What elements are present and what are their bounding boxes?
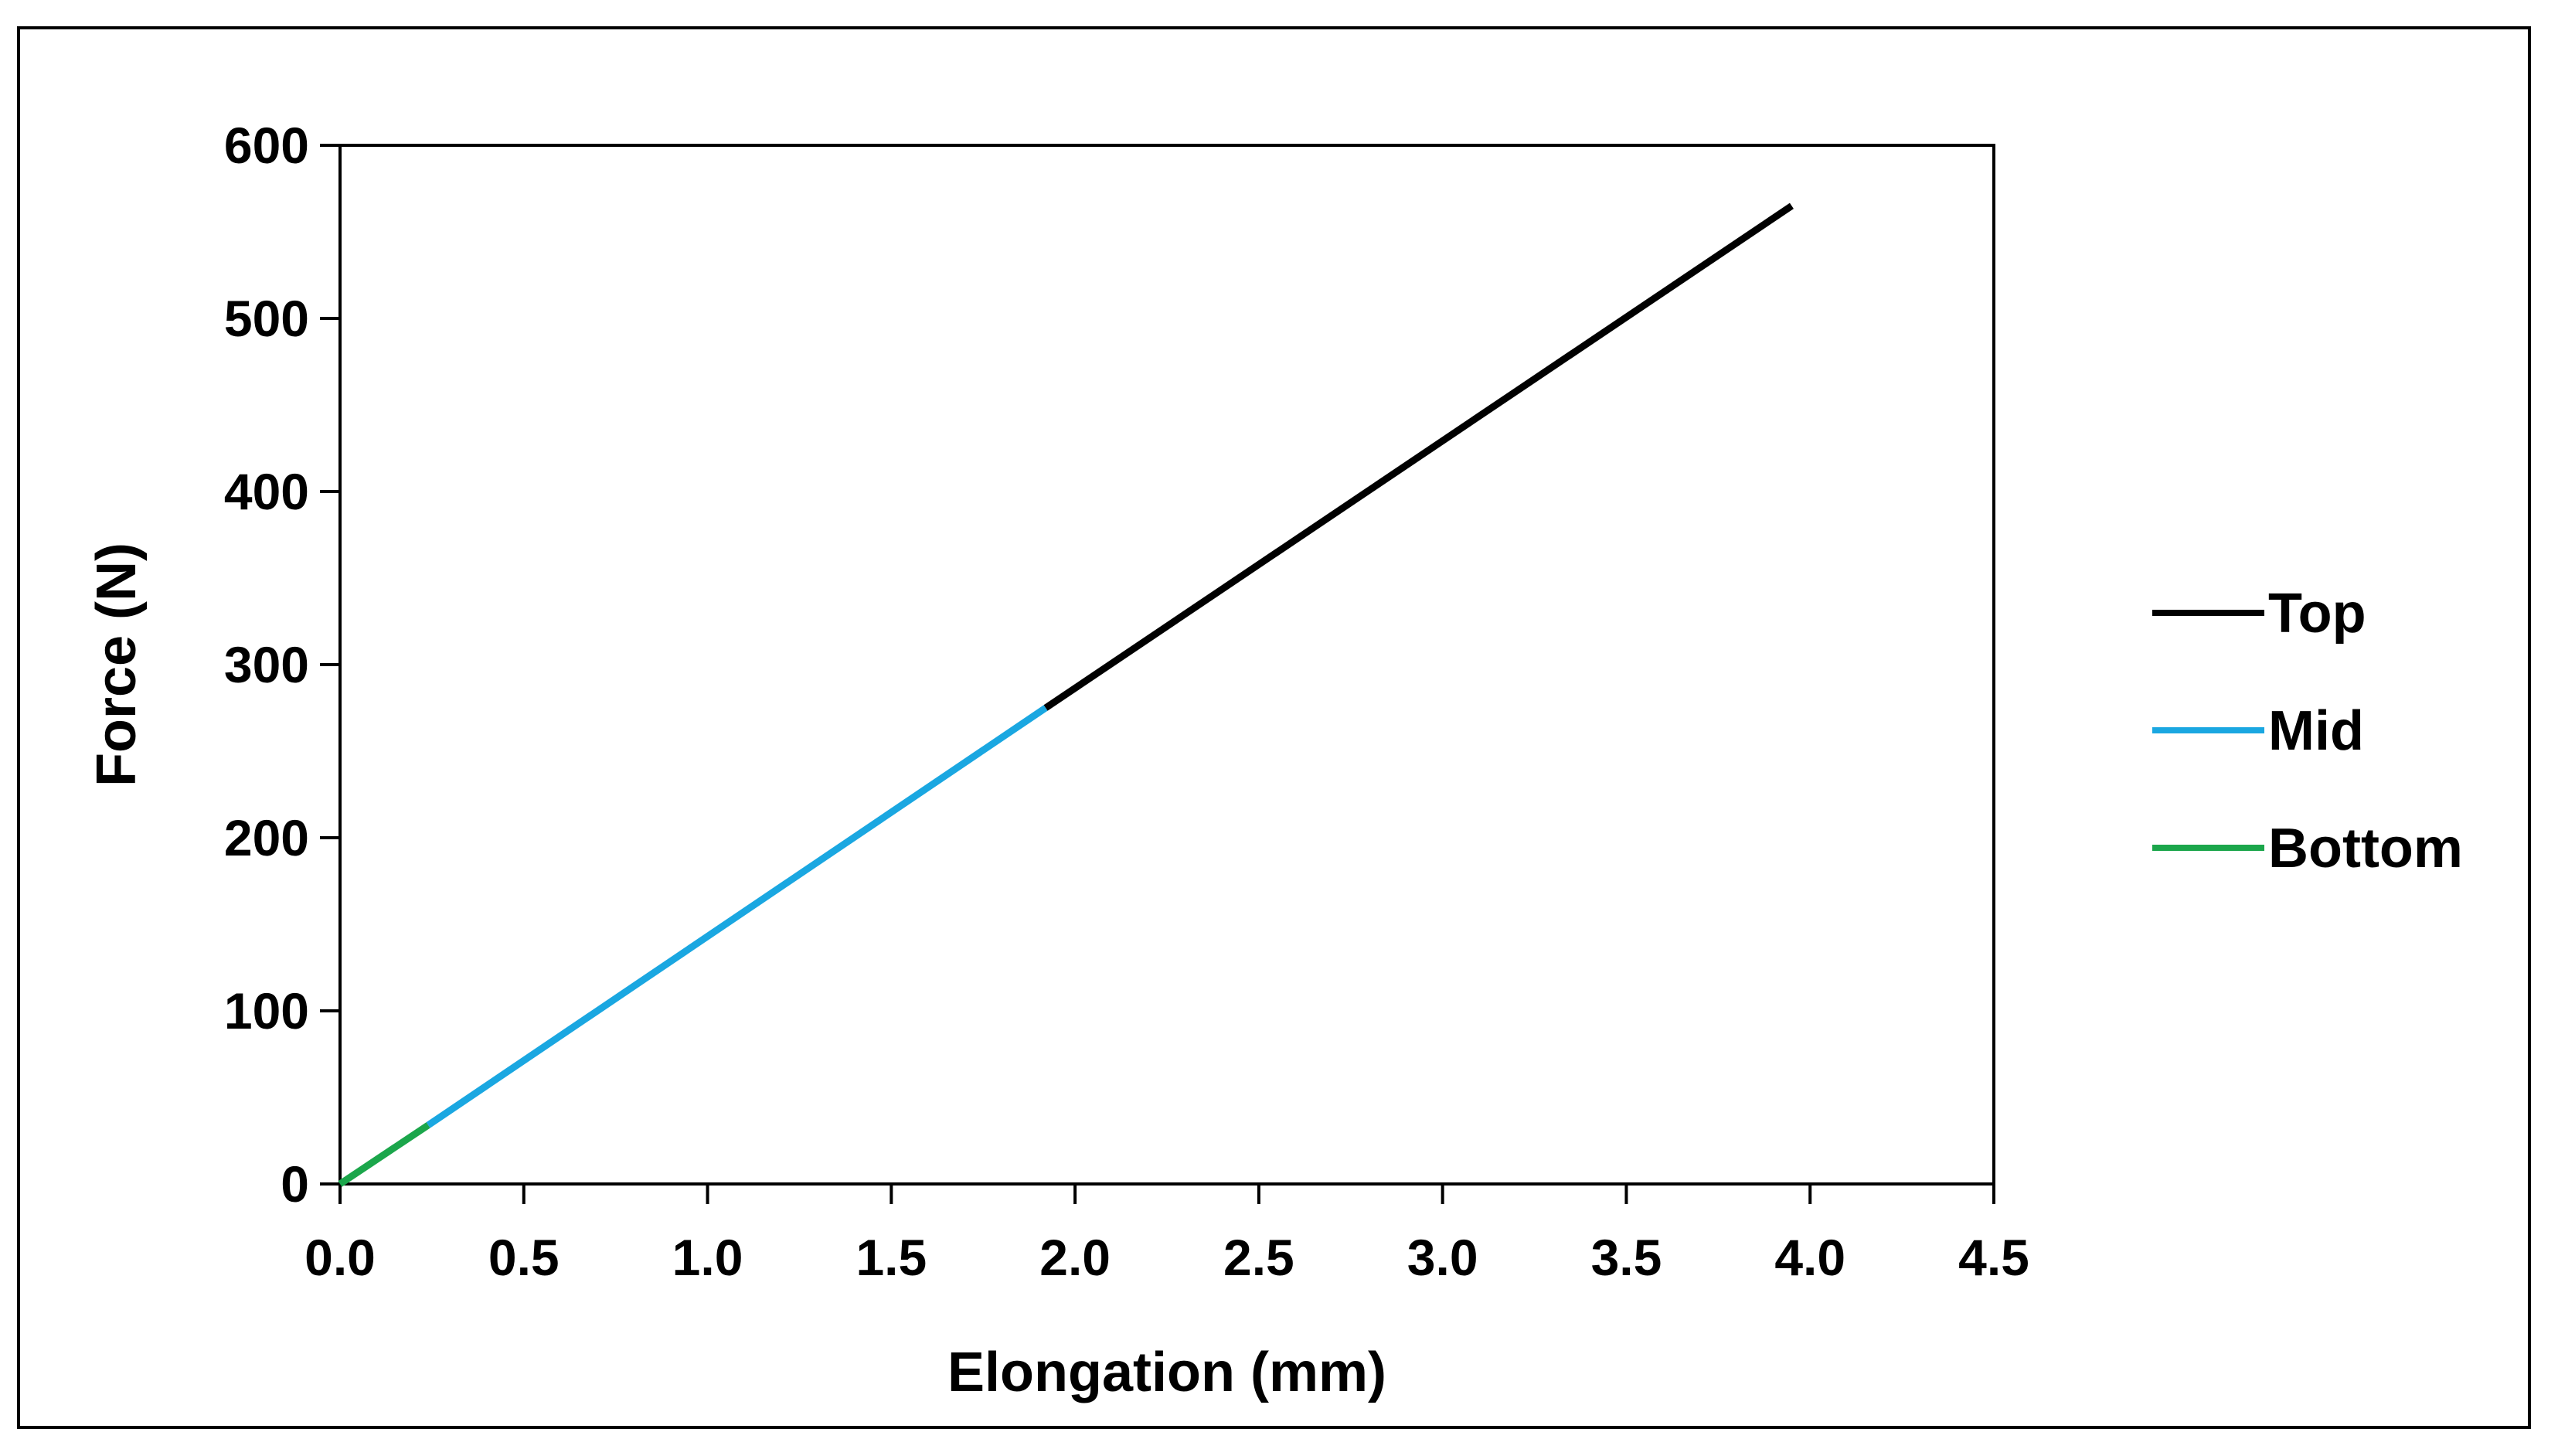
- series-line-bottom: [338, 1122, 430, 1187]
- legend-label-top: Top: [2268, 583, 2366, 645]
- x-tick-label: 2.0: [1039, 1229, 1111, 1286]
- y-axis-ticks: 0 100 200 300 400 500 600: [224, 117, 340, 1213]
- x-tick-label: 3.0: [1407, 1229, 1478, 1286]
- y-tick-label: 400: [224, 463, 309, 520]
- x-axis-ticks: 0.0 0.5 1.0 1.5 2.0 2.5 3.0 3.5 4.0 4.5: [304, 1184, 2029, 1286]
- y-tick-label: 300: [224, 636, 309, 693]
- legend: Top Mid Bottom: [2152, 583, 2463, 879]
- x-tick-label: 0.5: [488, 1229, 560, 1286]
- x-tick-label: 1.0: [672, 1229, 743, 1286]
- y-tick-label: 0: [281, 1155, 309, 1213]
- x-tick-label: 4.5: [1958, 1229, 2029, 1286]
- y-axis-title: Force (N): [86, 543, 148, 787]
- x-tick-label: 2.5: [1223, 1229, 1294, 1286]
- y-tick-label: 100: [224, 982, 309, 1039]
- x-tick-label: 0.0: [304, 1229, 376, 1286]
- legend-label-bottom: Bottom: [2268, 818, 2463, 879]
- legend-label-mid: Mid: [2268, 700, 2364, 762]
- series-line-top: [1043, 202, 1794, 711]
- x-tick-label: 4.0: [1774, 1229, 1845, 1286]
- series-line-mid: [426, 705, 1048, 1128]
- y-tick-label: 500: [224, 290, 309, 347]
- x-tick-label: 1.5: [856, 1229, 927, 1286]
- plot-area: [338, 144, 1995, 1186]
- series-lines: [338, 202, 1794, 1187]
- y-tick-label: 200: [224, 809, 309, 866]
- x-axis-title: Elongation (mm): [947, 1342, 1386, 1403]
- x-tick-label: 3.5: [1591, 1229, 1662, 1286]
- y-tick-label: 600: [224, 117, 309, 174]
